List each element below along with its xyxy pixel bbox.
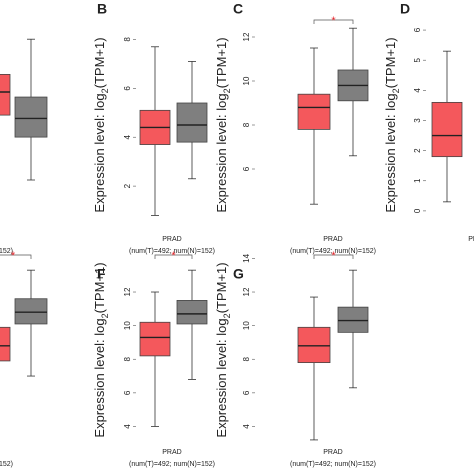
y-tick-label: 5	[413, 57, 422, 62]
y-axis-label-part: (TPM+1)	[92, 37, 107, 88]
y-tick-label: 12	[242, 287, 251, 296]
box	[176, 102, 208, 143]
box	[176, 300, 208, 325]
panel-letter: G	[233, 266, 244, 282]
y-axis-label: Expression level: log2(TPM+1)	[92, 37, 110, 212]
x-axis-sublabel: (num(T)=492; num(N)=152)	[129, 461, 215, 468]
y-tick-label: 6	[242, 166, 251, 171]
y-tick-label: 12	[242, 32, 251, 41]
box	[14, 96, 48, 138]
y-axis-label-part: Expression level: log	[92, 93, 107, 212]
y-axis-label-part: (TPM+1)	[214, 262, 229, 313]
panel-letter: B	[97, 1, 107, 17]
y-tick-label: 4	[242, 424, 251, 429]
y-axis-label-part: (TPM+1)	[92, 262, 107, 313]
x-axis-sublabel: (num(T)=492; num(N)=152)	[290, 248, 376, 255]
y-axis-label-part: (TPM+1)	[383, 37, 398, 88]
y-tick-label: 2	[413, 148, 422, 153]
y-tick-label: 4	[123, 424, 132, 429]
panel-letter: D	[400, 1, 410, 17]
y-axis-label-part: (TPM+1)	[214, 37, 229, 88]
x-axis-label: PRAD	[323, 449, 342, 456]
y-axis-label: Expression level: log2(TPM+1)	[214, 37, 232, 212]
significance-bracket	[313, 254, 354, 259]
panel: *(num(T)=492; num(N)=152)	[0, 250, 48, 468]
significance-star: *	[331, 250, 336, 262]
y-tick-label: 6	[123, 86, 132, 91]
box	[297, 93, 331, 130]
y-tick-label: 14	[242, 253, 251, 262]
box	[0, 74, 11, 116]
y-axis-label: Expression level: log2(TPM+1)	[214, 262, 232, 437]
y-axis-label-part: Expression level: log	[214, 93, 229, 212]
panel: (num(T)=492; num(N)=152)	[0, 38, 48, 255]
x-axis-sublabel: (num(T)=492; num(N)=152)	[129, 248, 215, 255]
x-axis-sublabel: (num(T)=492; num(N)=152)	[290, 461, 376, 468]
significance-bracket	[0, 254, 32, 259]
panel-letter: C	[233, 1, 243, 17]
significance-star: *	[171, 250, 176, 262]
y-tick-label: 4	[123, 134, 132, 139]
y-tick-label: 10	[242, 321, 251, 330]
y-tick-label: 1	[413, 178, 422, 183]
y-tick-label: 2	[123, 183, 132, 188]
y-axis-label-part: 2	[100, 313, 110, 318]
y-tick-label: 6	[413, 27, 422, 32]
x-axis-sublabel: (num(T)=492; num(N)=152)	[0, 461, 13, 468]
x-axis-label: PRAD	[162, 449, 181, 456]
significance-bracket	[154, 254, 193, 259]
y-axis-label-part: 2	[222, 313, 232, 318]
y-tick-label: 6	[123, 390, 132, 395]
box	[14, 298, 48, 325]
y-axis-label-part: Expression level: log	[92, 318, 107, 437]
y-tick-label: 8	[123, 356, 132, 361]
box	[0, 326, 11, 362]
significance-star: *	[331, 15, 336, 27]
y-axis-label-part: 2	[391, 88, 401, 93]
y-tick-label: 3	[413, 118, 422, 123]
y-tick-label: 8	[242, 356, 251, 361]
y-tick-label: 10	[242, 76, 251, 85]
y-axis-label: Expression level: log2(TPM+1)	[383, 37, 401, 212]
y-tick-label: 8	[123, 37, 132, 42]
significance-star: *	[11, 250, 16, 262]
box	[337, 306, 369, 333]
box	[139, 321, 171, 357]
y-axis-label-part: 2	[222, 88, 232, 93]
y-axis-label-part: Expression level: log	[214, 318, 229, 437]
y-tick-label: 8	[242, 122, 251, 127]
box	[297, 326, 331, 364]
significance-bracket	[313, 19, 354, 24]
box	[431, 101, 463, 158]
y-axis-label: Expression level: log2(TPM+1)	[92, 262, 110, 437]
y-axis-label-part: 2	[100, 88, 110, 93]
y-tick-label: 6	[242, 390, 251, 395]
y-tick-label: 10	[123, 321, 132, 330]
y-tick-label: 12	[123, 287, 132, 296]
x-axis-sublabel: (num(T)=492; num(N)=152)	[0, 248, 13, 255]
panel: C Expression level: log2(TPM+1) 6 8 10 12 * PRA…	[214, 1, 376, 255]
x-axis-label: PRAD	[323, 236, 342, 243]
y-axis-label-part: Expression level: log	[383, 93, 398, 212]
y-tick-label: 0	[413, 208, 422, 213]
x-axis-label: PRAD	[468, 236, 474, 243]
y-tick-label: 4	[413, 88, 422, 93]
x-axis-label: PRAD	[162, 236, 181, 243]
panel-letter: F	[97, 266, 106, 282]
